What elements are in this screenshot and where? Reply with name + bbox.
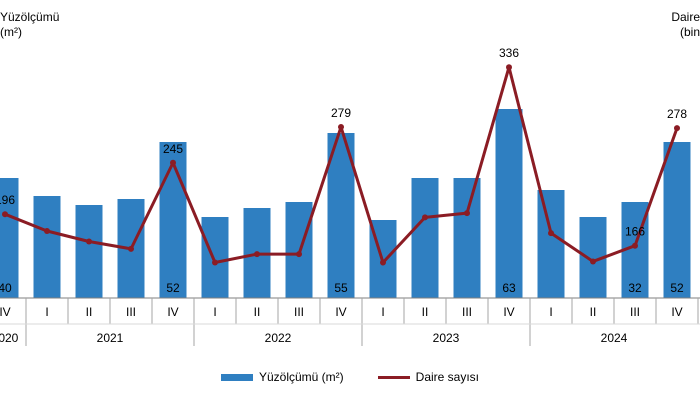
year-label-4: 2024 [601,331,628,345]
line-point-16 [674,125,680,132]
cat-label-2: II [86,305,93,319]
bar-label-4: 52 [166,281,180,295]
bar-label-15: 32 [628,281,642,295]
cat-label-11: III [462,305,472,319]
bar-0 [0,178,19,298]
legend-label-line: Daire sayısı [415,370,480,384]
bar-12 [495,109,523,298]
bar-5 [201,217,229,298]
line-point-7 [296,251,302,258]
cat-label-9: I [381,305,384,319]
line-point-12 [506,64,512,71]
cat-label-1: I [45,305,48,319]
line-label-8: 279 [331,106,351,120]
line-label-16: 278 [667,107,687,121]
bar-10 [411,178,439,298]
line-point-5 [212,259,218,266]
cat-label-3: III [126,305,136,319]
year-label-2: 2022 [265,331,292,345]
line-point-3 [128,245,134,252]
cat-label-16: IV [671,305,682,319]
cat-label-14: II [590,305,597,319]
year-label-3: 2023 [433,331,460,345]
legend-swatch-bars [220,373,253,381]
line-point-4 [170,159,176,166]
bar-series [0,109,691,298]
bar-label-16: 52 [670,281,684,295]
legend: Yüzölçümü (m²) Daire sayısı [0,370,700,384]
bar-1 [33,196,61,298]
line-label-15: 166 [625,225,645,239]
left-axis-label: Yüzölçümü (m²) [0,10,59,40]
line-point-6 [254,251,260,258]
cat-label-8: IV [335,305,346,319]
line-label-12: 336 [499,46,519,60]
line-point-11 [464,210,470,217]
line-point-15 [632,242,638,249]
cat-label-0: IV [0,305,11,319]
cat-label-7: III [294,305,304,319]
bar-4 [159,142,187,298]
line-point-0 [2,211,8,218]
cat-label-5: I [213,305,216,319]
line-point-10 [422,214,428,221]
legend-item-bars: Yüzölçümü (m²) [220,370,344,384]
bar-label-12: 63 [502,281,516,295]
cat-label-6: II [254,305,261,319]
cat-label-10: II [422,305,429,319]
bar-label-8: 55 [334,281,348,295]
line-point-9 [380,259,386,266]
cat-label-13: I [549,305,552,319]
cat-label-4: IV [167,305,178,319]
bar-13 [537,190,565,298]
bar-16 [663,142,691,298]
line-label-0: 196 [0,193,15,207]
cat-label-15: III [630,305,640,319]
x-axis: IVIIIIIIIVIIIIIIIVIIIIIIIVIIIIIIIV202020… [0,297,700,346]
legend-label-bars: Yüzölçümü (m²) [258,370,344,384]
bar-label-0: 40 [0,281,12,295]
line-point-8 [338,124,344,131]
left-axis-label-line1: Yüzölçümü [0,10,60,24]
left-axis-label-line2: (m²) [0,25,22,39]
year-label-1: 2021 [97,331,124,345]
right-axis-label-line1: Daire [671,10,700,24]
line-label-4: 245 [163,142,183,156]
line-point-13 [548,230,554,237]
cat-label-12: IV [503,305,514,319]
legend-item-line: Daire sayısı [377,370,480,384]
data-labels: 40 52 55 63 32 52 196 245 279 336 166 278 [0,46,687,295]
line-point-2 [86,238,92,245]
line-point-1 [44,228,50,234]
legend-swatch-line [377,375,410,379]
line-point-14 [590,258,596,265]
line-series [2,64,680,266]
right-axis-label-line2: (bin [679,25,700,39]
right-axis-label: Daire (bin [671,10,700,40]
bar-2 [75,205,103,298]
bar-11 [453,178,481,298]
